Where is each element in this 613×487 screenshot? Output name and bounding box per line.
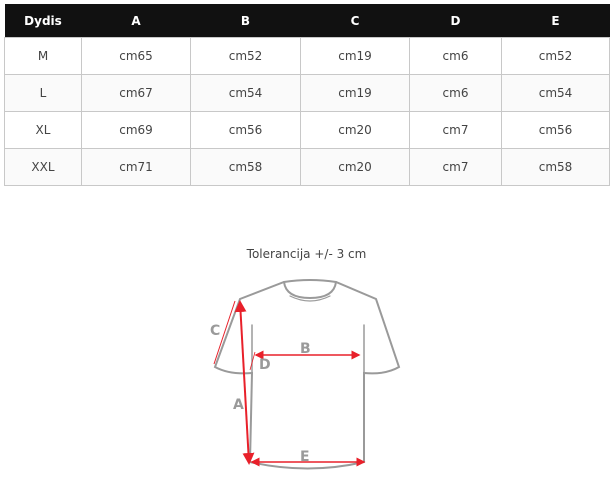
header-e: E bbox=[501, 4, 610, 38]
arrow-d bbox=[249, 351, 256, 371]
table-cell: cm69 bbox=[81, 111, 191, 149]
table-cell: cm6 bbox=[409, 74, 502, 112]
table-header-row: Dydis A B C D E bbox=[4, 4, 610, 38]
label-e: E bbox=[300, 449, 310, 465]
table-cell: cm52 bbox=[501, 37, 610, 75]
table-cell: M bbox=[4, 37, 82, 75]
tshirt-diagram: C B D A E bbox=[210, 279, 401, 470]
arrow-c bbox=[213, 300, 236, 365]
table-cell: cm71 bbox=[81, 148, 191, 186]
table-cell: XXL bbox=[4, 148, 82, 186]
arrow-a bbox=[234, 300, 255, 465]
table-cell: cm65 bbox=[81, 37, 191, 75]
header-a: A bbox=[81, 4, 191, 38]
table-cell: cm54 bbox=[501, 74, 610, 112]
table-cell: cm54 bbox=[190, 74, 301, 112]
label-c: C bbox=[210, 323, 220, 339]
table-row: XXL cm71 cm58 cm20 cm7 cm58 bbox=[4, 148, 610, 186]
table-cell: cm52 bbox=[190, 37, 301, 75]
table-cell: cm58 bbox=[190, 148, 301, 186]
table-row: XL cm69 cm56 cm20 cm7 cm56 bbox=[4, 111, 610, 149]
header-size: Dydis bbox=[4, 4, 82, 38]
table-cell: cm19 bbox=[300, 74, 410, 112]
table-cell: cm56 bbox=[501, 111, 610, 149]
label-b: B bbox=[300, 341, 311, 357]
table-cell: L bbox=[4, 74, 82, 112]
label-d: D bbox=[259, 357, 271, 373]
tshirt-outline bbox=[213, 279, 401, 470]
table-cell: cm6 bbox=[409, 37, 502, 75]
table-cell: cm7 bbox=[409, 148, 502, 186]
table-cell: cm67 bbox=[81, 74, 191, 112]
tolerance-text: Tolerancija +/- 3 cm bbox=[246, 247, 367, 261]
header-d: D bbox=[409, 4, 502, 38]
table-cell: cm19 bbox=[300, 37, 410, 75]
label-a: A bbox=[233, 397, 244, 413]
table-cell: cm56 bbox=[190, 111, 301, 149]
table-cell: cm7 bbox=[409, 111, 502, 149]
table-cell: cm58 bbox=[501, 148, 610, 186]
table-cell: XL bbox=[4, 111, 82, 149]
header-b: B bbox=[190, 4, 301, 38]
table-cell: cm20 bbox=[300, 111, 410, 149]
header-c: C bbox=[300, 4, 410, 38]
table-cell: cm20 bbox=[300, 148, 410, 186]
